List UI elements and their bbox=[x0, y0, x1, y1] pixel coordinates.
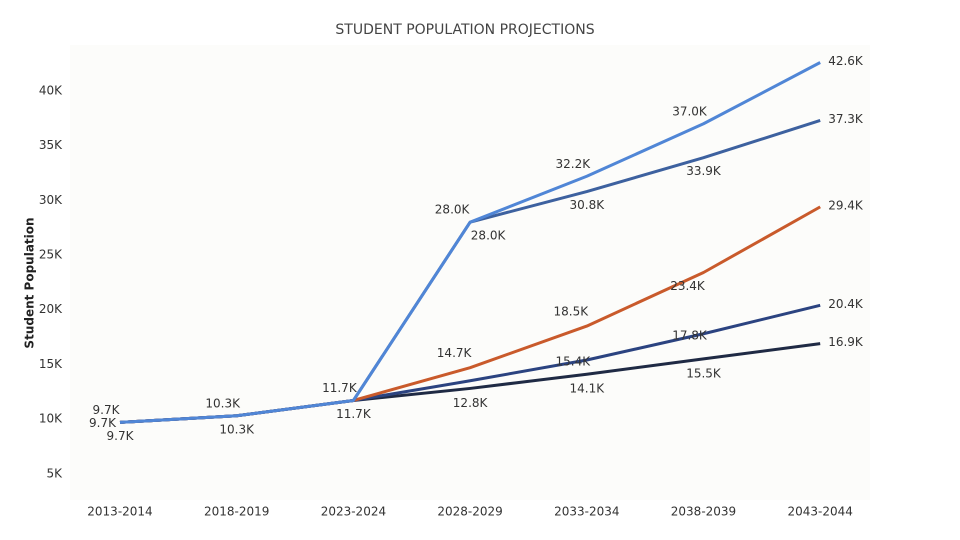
data-label: 18.5K bbox=[554, 305, 590, 319]
data-label: 30.8K bbox=[570, 198, 606, 212]
y-tick-label: 40K bbox=[39, 83, 63, 97]
data-label: 16.9K bbox=[828, 335, 864, 349]
data-label: 10.3K bbox=[205, 396, 241, 410]
data-label: 15.5K bbox=[686, 366, 722, 380]
chart-title: STUDENT POPULATION PROJECTIONS bbox=[335, 22, 594, 38]
x-tick-label: 2038-2039 bbox=[671, 505, 736, 519]
x-tick-label: 2018-2019 bbox=[204, 505, 269, 519]
data-label: 11.7K bbox=[336, 407, 372, 421]
x-tick-label: 2023-2024 bbox=[321, 505, 386, 519]
data-label: 17.8K bbox=[672, 328, 708, 342]
data-label: 20.4K bbox=[828, 297, 864, 311]
data-label: 9.7K bbox=[89, 416, 117, 430]
y-tick-label: 30K bbox=[39, 193, 63, 207]
x-tick-label: 2028-2029 bbox=[437, 505, 502, 519]
data-label: 23.4K bbox=[670, 279, 706, 293]
y-axis-title: Student Population bbox=[23, 217, 37, 348]
x-tick-label: 2043-2044 bbox=[787, 505, 852, 519]
data-label: 14.7K bbox=[437, 346, 473, 360]
data-label: 10.3K bbox=[219, 422, 255, 436]
plot-area bbox=[70, 45, 870, 500]
x-tick-label: 2033-2034 bbox=[554, 505, 619, 519]
line bbox=[119, 61, 821, 424]
data-label: 37.3K bbox=[828, 112, 864, 126]
x-tick-label: 2013-2014 bbox=[87, 505, 152, 519]
y-tick-label: 15K bbox=[39, 357, 63, 371]
data-label: 14.1K bbox=[570, 382, 606, 396]
data-label: 11.7K bbox=[322, 381, 358, 395]
data-label: 28.0K bbox=[471, 229, 507, 243]
data-label: 9.7K bbox=[107, 429, 135, 443]
data-label: 12.8K bbox=[453, 396, 489, 410]
data-label: 42.6K bbox=[828, 54, 864, 68]
data-label: 29.4K bbox=[828, 198, 864, 212]
y-tick-label: 10K bbox=[39, 412, 63, 426]
data-label: 33.9K bbox=[686, 164, 722, 178]
data-label: 9.7K bbox=[93, 403, 121, 417]
data-label: 28.0K bbox=[435, 203, 471, 217]
data-label: 15.4K bbox=[556, 355, 592, 369]
y-tick-label: 20K bbox=[39, 302, 63, 316]
y-tick-label: 25K bbox=[39, 248, 63, 262]
data-label: 32.2K bbox=[556, 157, 592, 171]
y-tick-label: 35K bbox=[39, 138, 63, 152]
y-tick-label: 5K bbox=[46, 466, 63, 480]
data-label: 37.0K bbox=[672, 104, 708, 118]
